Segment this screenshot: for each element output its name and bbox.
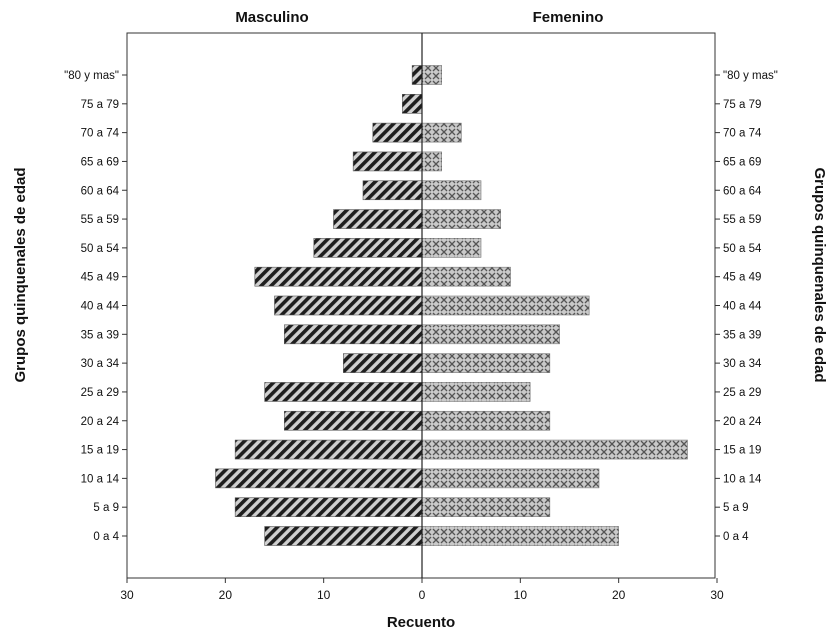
category-label-right: 25 a 29 <box>723 387 761 399</box>
female-bars <box>421 65 688 546</box>
category-label-right: 40 a 44 <box>723 301 762 313</box>
male-bar <box>352 151 423 172</box>
category-label-left: 30 a 34 <box>81 358 120 370</box>
category-label-right: 30 a 34 <box>723 358 762 370</box>
right-panel-title: Femenino <box>533 9 604 26</box>
male-bar <box>313 238 423 258</box>
x-axis-ticks: 30 20 10 0 10 20 30 <box>120 578 724 602</box>
category-label-left: 50 a 54 <box>81 243 120 255</box>
male-bar <box>274 295 423 316</box>
male-bars <box>215 65 423 546</box>
category-label-left: 45 a 49 <box>81 272 119 284</box>
category-label-right: 5 a 9 <box>723 502 749 514</box>
category-label-left: 60 a 64 <box>81 185 120 197</box>
category-label-right: 50 a 54 <box>723 243 762 255</box>
left-panel-title: Masculino <box>235 9 308 26</box>
female-bar <box>421 410 551 431</box>
male-bar <box>264 526 423 546</box>
x-tick-label: 10 <box>514 588 528 602</box>
female-bar <box>421 180 482 201</box>
male-bar <box>402 94 423 114</box>
male-bar <box>284 410 423 431</box>
category-label-left: 5 a 9 <box>93 502 119 514</box>
category-label-right: 10 a 14 <box>723 473 762 485</box>
male-bar <box>215 468 423 489</box>
category-label-left: 35 a 39 <box>81 329 119 341</box>
x-tick-label: 20 <box>612 588 626 602</box>
category-label-right: 20 a 24 <box>723 416 762 428</box>
female-bar <box>421 65 442 85</box>
category-label-left: 20 a 24 <box>81 416 120 428</box>
male-bar <box>333 209 423 229</box>
x-tick-label: 0 <box>419 588 426 602</box>
category-label-right: 65 a 69 <box>723 156 761 168</box>
y-axis-title-right: Grupos quinquenales de edad <box>811 167 828 382</box>
female-bar <box>421 382 531 402</box>
female-bar <box>421 324 560 345</box>
category-label-right: 15 a 19 <box>723 445 761 457</box>
category-label-left: 10 a 14 <box>81 473 120 485</box>
female-bar <box>421 266 511 287</box>
category-labels-right: 0 a 4 5 a 9 10 a 14 15 a 19 20 a 24 25 a 29 30… <box>715 70 778 543</box>
female-bar <box>421 439 688 460</box>
female-bar <box>421 238 482 258</box>
female-bar <box>421 151 442 172</box>
female-bar <box>421 122 462 143</box>
x-tick-label: 30 <box>120 588 134 602</box>
male-bar <box>362 180 423 201</box>
category-label-left: 65 a 69 <box>81 156 119 168</box>
category-label-right: 35 a 39 <box>723 329 761 341</box>
male-bar <box>234 439 423 460</box>
female-bar <box>421 295 590 316</box>
category-label-right: 0 a 4 <box>723 531 749 543</box>
female-bar <box>421 353 551 373</box>
category-label-right: "80 y mas" <box>723 70 778 82</box>
category-label-left: 0 a 4 <box>93 531 119 543</box>
female-bar <box>421 209 501 229</box>
x-tick-label: 10 <box>317 588 331 602</box>
x-axis-title: Recuento <box>387 614 455 631</box>
category-label-left: 15 a 19 <box>81 445 119 457</box>
female-bar <box>421 497 551 517</box>
male-bar <box>284 324 423 345</box>
category-label-right: 75 a 79 <box>723 99 761 111</box>
x-tick-label: 30 <box>710 588 724 602</box>
male-bar <box>372 122 423 143</box>
male-bar <box>343 353 423 373</box>
male-bar <box>254 266 423 287</box>
x-tick-label: 20 <box>219 588 233 602</box>
category-label-right: 55 a 59 <box>723 214 761 226</box>
category-labels-left: 0 a 4 5 a 9 10 a 14 15 a 19 20 a 24 25 a 29 30… <box>64 70 127 543</box>
female-bar <box>421 526 619 546</box>
category-label-left: 75 a 79 <box>81 99 119 111</box>
female-bar <box>421 468 600 489</box>
male-bar <box>411 65 423 85</box>
category-label-right: 45 a 49 <box>723 272 761 284</box>
category-label-right: 70 a 74 <box>723 128 762 140</box>
category-label-left: 55 a 59 <box>81 214 119 226</box>
category-label-left: 40 a 44 <box>81 301 120 313</box>
category-label-right: 60 a 64 <box>723 185 762 197</box>
category-label-left: "80 y mas" <box>64 70 119 82</box>
male-bar <box>264 382 423 402</box>
male-bar <box>234 497 423 517</box>
y-axis-title-left: Grupos quinquenales de edad <box>12 167 29 382</box>
category-label-left: 70 a 74 <box>81 128 120 140</box>
category-label-left: 25 a 29 <box>81 387 119 399</box>
